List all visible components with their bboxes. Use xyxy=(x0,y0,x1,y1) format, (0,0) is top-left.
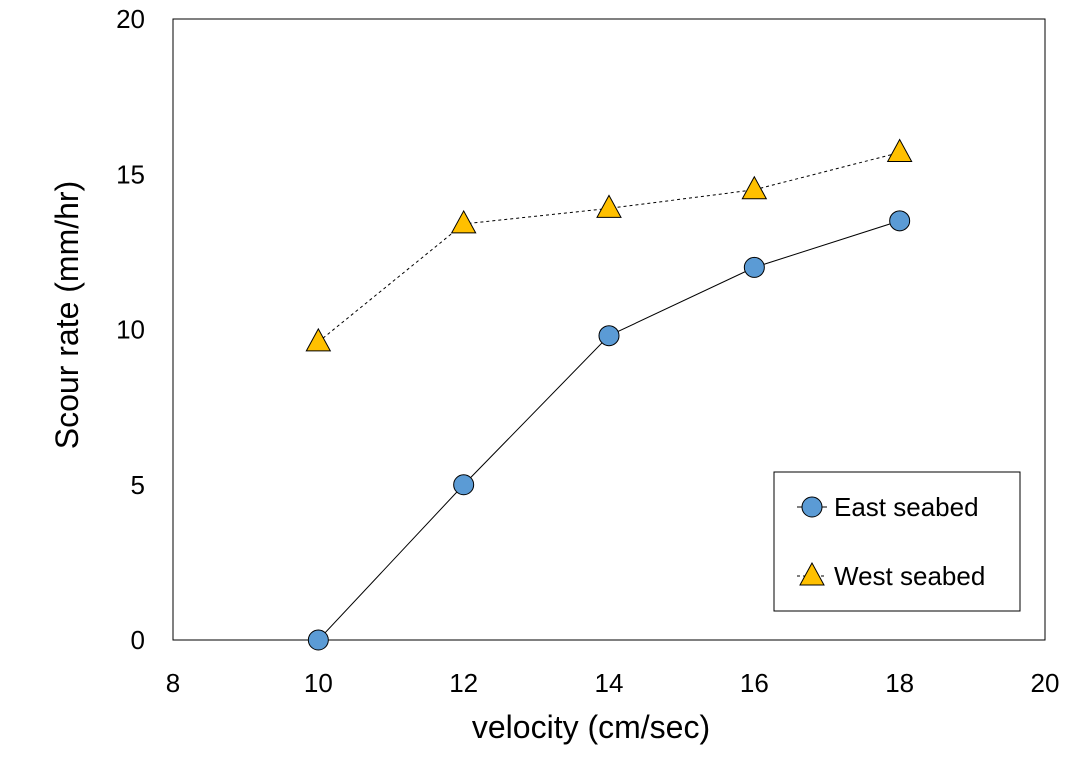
legend-entry: East seabed xyxy=(797,492,979,522)
series-line xyxy=(318,152,900,343)
series-layer xyxy=(305,138,913,651)
data-point-circle xyxy=(307,629,329,651)
y-tick-label: 10 xyxy=(116,315,145,345)
x-tick-labels: 8 10 12 14 16 18 20 xyxy=(166,668,1060,698)
series-east-seabed xyxy=(307,210,911,651)
x-tick-label: 20 xyxy=(1031,668,1060,698)
data-point-circle xyxy=(453,474,475,496)
y-tick-labels: 0 5 10 15 20 xyxy=(116,4,145,655)
data-point-triangle xyxy=(450,209,477,234)
legend-label: West seabed xyxy=(834,561,985,591)
x-tick-label: 18 xyxy=(885,668,914,698)
x-tick-label: 12 xyxy=(449,668,478,698)
x-tick-label: 10 xyxy=(304,668,333,698)
data-point-circle xyxy=(743,256,765,278)
x-axis-label: velocity (cm/sec) xyxy=(472,709,710,745)
series-west-seabed xyxy=(305,138,913,352)
y-axis-label: Scour rate (mm/hr) xyxy=(49,181,85,449)
data-point-triangle xyxy=(799,561,825,586)
legend-entry: West seabed xyxy=(797,561,985,591)
data-point-triangle xyxy=(741,175,768,200)
data-point-triangle xyxy=(886,138,913,163)
y-tick-label: 0 xyxy=(131,625,145,655)
legend-label: East seabed xyxy=(834,492,979,522)
y-tick-label: 15 xyxy=(116,159,145,189)
y-tick-label: 20 xyxy=(116,4,145,34)
legend: East seabed West seabed xyxy=(773,471,1021,612)
data-point-circle xyxy=(801,496,823,518)
data-point-triangle xyxy=(596,194,622,218)
legend-box xyxy=(773,471,1021,612)
x-tick-label: 8 xyxy=(166,668,180,698)
x-tick-label: 14 xyxy=(595,668,624,698)
y-tick-label: 5 xyxy=(131,470,145,500)
data-point-triangle xyxy=(305,327,332,352)
data-point-circle xyxy=(598,325,620,347)
x-tick-label: 16 xyxy=(740,668,769,698)
data-point-circle xyxy=(889,210,911,232)
